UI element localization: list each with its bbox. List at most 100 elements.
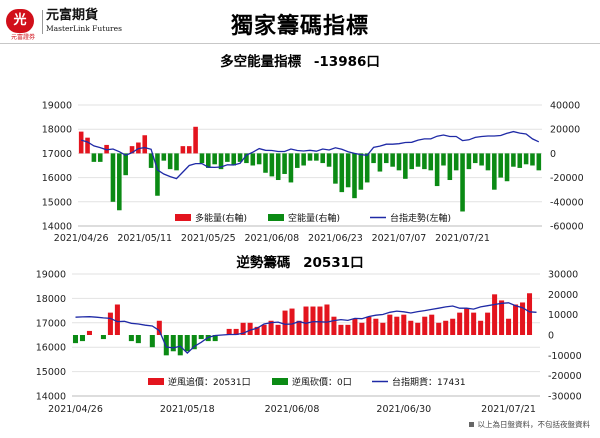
logo-divider (42, 10, 43, 34)
bar-positive (499, 300, 505, 335)
left-axis-tick-label: 17000 (42, 149, 72, 160)
bar-positive (226, 328, 232, 335)
bar-negative (184, 335, 190, 352)
bar-positive (506, 318, 512, 335)
bar-negative (307, 153, 313, 161)
bar-negative (167, 153, 173, 170)
bar-negative (333, 153, 338, 184)
bar-negative (275, 153, 281, 181)
footnote-text: 以上為日盤資料，不包括夜盤資料 (477, 420, 591, 429)
bar-positive (324, 304, 330, 335)
right-axis-tick-label: -30000 (548, 392, 582, 403)
bar-negative (517, 153, 523, 168)
bar-positive (436, 322, 442, 335)
right-axis-tick-label: -20000 (548, 371, 582, 382)
bar-positive (289, 308, 295, 335)
logo-subtitle: 元富證券 (10, 34, 35, 41)
contrarian-chips-chart: 逆勢籌碼 20531口 14000 15000 16000 17000 18000 190… (0, 248, 600, 420)
legend-label: 台指期貨：17431 (392, 376, 466, 388)
bar-positive (180, 146, 186, 154)
bar-negative (100, 335, 106, 340)
bar-negative (174, 153, 179, 171)
bar-negative (269, 153, 275, 177)
chart-2-title: 逆勢籌碼 20531口 (0, 251, 600, 271)
chart-2-title-text: 逆勢籌碼 (236, 255, 291, 271)
bar-positive (492, 294, 498, 335)
bar-negative (199, 153, 205, 164)
bar-positive (247, 322, 253, 335)
chart-1-plot: 14000 15000 16000 17000 18000 19000 -60000 -400… (42, 101, 584, 245)
bar-positive (275, 324, 281, 335)
bar-positive (331, 316, 337, 335)
index-line (81, 130, 540, 180)
bar-positive (429, 314, 435, 335)
bar-negative (206, 153, 211, 168)
chart-2-plot: 14000 15000 16000 17000 18000 19000 -30000 -200… (36, 270, 582, 416)
bar-positive (527, 293, 533, 335)
x-axis-tick-label: 2021/06/08 (265, 404, 320, 415)
bar-positive (303, 306, 309, 335)
bar-negative (377, 153, 383, 172)
bar-negative (498, 153, 503, 178)
bar-negative (428, 153, 434, 171)
x-axis-tick-label: 2021/07/07 (372, 233, 427, 244)
legend-label: 台指走勢(左軸) (390, 212, 451, 224)
right-axis-tick-label: -40000 (550, 197, 584, 208)
bar-positive (394, 316, 400, 335)
x-axis-tick-label: 2021/05/25 (181, 233, 236, 244)
bar-negative (358, 153, 364, 190)
bar-positive (85, 137, 90, 154)
legend-label: 逆風砍價：0口 (292, 376, 352, 388)
left-axis-tick-label: 15000 (42, 197, 72, 208)
right-axis-tick-label: -60000 (550, 222, 584, 233)
page-title: 獨家籌碼指標 (230, 14, 369, 39)
bar-positive (450, 318, 456, 335)
legend-swatch (175, 214, 191, 221)
legend-label: 多能量(右軸) (195, 212, 247, 224)
bar-negative (466, 153, 472, 170)
bar-positive (142, 135, 148, 154)
bar-negative (218, 153, 224, 170)
bar-negative (364, 153, 370, 183)
right-axis-tick-label: -20000 (550, 173, 584, 184)
x-axis-tick-label: 2021/04/26 (54, 233, 109, 244)
logo-emblem-icon: 光 (6, 9, 34, 33)
bar-negative (383, 153, 389, 164)
x-axis-tick-label: 2021/07/21 (435, 233, 490, 244)
bar-positive (317, 306, 323, 335)
bar-negative (135, 335, 141, 344)
bar-positive (366, 316, 372, 335)
bar-negative (288, 153, 294, 183)
right-axis-tick-label: 20000 (548, 290, 578, 301)
bar-negative (231, 153, 237, 166)
x-axis-tick-label: 2021/07/21 (481, 404, 536, 415)
left-axis-tick-label: 18000 (36, 294, 66, 305)
bar-positive (464, 308, 470, 335)
right-axis-tick-label: 20000 (550, 125, 580, 136)
bar-positive (233, 328, 239, 335)
index-line (75, 302, 537, 355)
bar-positive (373, 318, 379, 335)
left-axis-tick-label: 19000 (42, 101, 72, 112)
bar-negative (422, 153, 427, 170)
bar-negative (170, 335, 176, 352)
bar-positive (86, 330, 92, 335)
bar-negative (492, 153, 497, 190)
bar-negative (117, 153, 122, 211)
bar-negative (149, 335, 155, 348)
bar-negative (390, 153, 395, 167)
bar-negative (536, 153, 542, 171)
bar-negative (504, 153, 510, 182)
bar-negative (155, 153, 160, 196)
chart-1-title: 多空能量指標 -13986口 (0, 50, 600, 70)
bar-positive (387, 314, 393, 335)
bar-negative (79, 335, 85, 342)
bar-negative (339, 153, 345, 193)
right-axis-tick-label: 0 (548, 331, 554, 342)
bar-negative (282, 153, 287, 174)
right-axis-tick-label: 40000 (550, 101, 580, 112)
right-axis-tick-label: 10000 (548, 310, 578, 321)
bar-negative (244, 153, 249, 164)
x-axis-tick-label: 2021/06/23 (308, 233, 363, 244)
bar-negative (161, 153, 167, 161)
